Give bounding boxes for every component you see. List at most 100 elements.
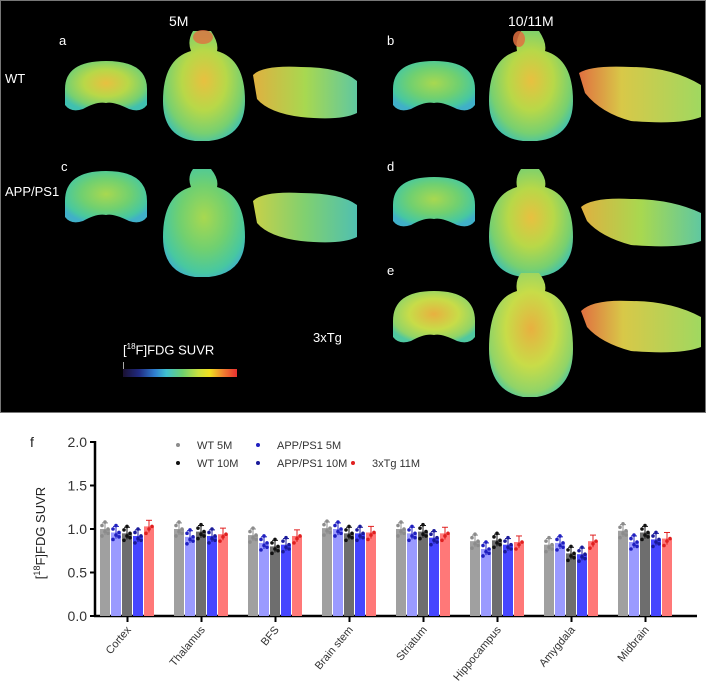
data-point (662, 543, 666, 548)
data-point (196, 536, 200, 541)
data-point (618, 535, 622, 540)
data-point (174, 534, 178, 538)
data-point (103, 520, 107, 524)
data-point (328, 526, 332, 530)
bar (185, 536, 195, 616)
data-point (188, 537, 192, 542)
data-point (618, 525, 622, 530)
data-point (210, 527, 214, 531)
data-point (635, 540, 639, 544)
data-point (484, 540, 488, 544)
data-point (432, 538, 436, 543)
data-point (196, 526, 200, 530)
data-point (325, 528, 329, 533)
data-point (561, 545, 565, 550)
data-point (492, 545, 496, 550)
data-point (621, 531, 625, 536)
data-point (421, 522, 425, 527)
data-point (476, 543, 480, 548)
data-point (577, 548, 581, 553)
brain-coronal-3xtg-11m (393, 291, 475, 343)
bar (174, 529, 184, 616)
data-point (547, 545, 551, 550)
data-point (117, 530, 121, 535)
data-point (632, 542, 636, 547)
data-point (643, 533, 647, 537)
data-point (498, 542, 502, 547)
data-point (136, 527, 140, 531)
data-point (470, 546, 474, 550)
data-point (281, 549, 285, 554)
data-point (372, 530, 376, 535)
data-point (429, 532, 433, 537)
data-point (133, 541, 137, 545)
panel-letter-b: b (387, 33, 395, 48)
data-point (100, 523, 104, 528)
data-point (284, 535, 288, 540)
brain-coronal-app-ps1-5m (65, 171, 147, 223)
data-point (347, 534, 351, 538)
data-point (270, 551, 274, 556)
y-tick-label: 1.0 (68, 521, 88, 537)
data-point (265, 545, 269, 550)
data-point (544, 539, 548, 543)
data-point (624, 533, 628, 537)
data-point (325, 519, 329, 523)
data-point (191, 535, 195, 539)
bar-chart: f 0.0 0.5 1.0 1.5 2.0 [18F]FDG SUVR Cortex Thala… (0, 413, 708, 683)
data-point (265, 541, 269, 545)
data-point (492, 535, 496, 539)
data-point (361, 531, 365, 536)
panel-letter-e: e (387, 263, 395, 278)
brain-axial-app-ps1-10m (489, 169, 573, 277)
data-point (583, 552, 587, 557)
data-point (174, 523, 178, 528)
brain-sagittal-app-ps1-10m (581, 198, 701, 247)
data-point (643, 523, 647, 528)
data-point (410, 534, 414, 538)
data-point (358, 534, 362, 538)
legend-label: APP/PS1 5M (277, 440, 341, 452)
y-tick-label: 1.5 (68, 478, 88, 494)
x-tick-label: Amygdala (537, 624, 578, 670)
data-point (344, 528, 348, 532)
data-point (114, 523, 118, 528)
data-point (202, 529, 206, 534)
data-point (287, 547, 291, 551)
data-point (413, 531, 417, 536)
x-tick-label: Midbrain (615, 624, 651, 664)
data-point (199, 532, 203, 537)
data-point (440, 538, 444, 543)
data-point (558, 543, 562, 548)
panel-letter-f: f (30, 434, 34, 450)
x-tick-label: Thalamus (168, 624, 209, 669)
data-point (111, 537, 115, 542)
data-point (180, 527, 184, 531)
data-point (180, 531, 184, 536)
data-point (188, 528, 192, 532)
data-point (635, 544, 639, 549)
data-point (251, 526, 255, 530)
data-point (588, 546, 592, 550)
data-point (185, 541, 189, 546)
data-point (646, 535, 650, 539)
legend-marker (256, 443, 260, 447)
data-point (640, 537, 644, 542)
bar (481, 549, 491, 616)
data-point (473, 541, 477, 546)
data-point (125, 534, 129, 538)
bar (544, 544, 554, 616)
bar (566, 553, 576, 616)
data-point (191, 539, 195, 543)
data-point (100, 534, 104, 538)
legend-marker (176, 461, 180, 465)
data-point (506, 545, 510, 550)
bar (344, 533, 354, 616)
data-point (336, 520, 340, 524)
bar (429, 537, 439, 616)
data-point (402, 527, 406, 531)
data-point (481, 554, 485, 558)
pet-image-panel: 5M 10/11M WT APP/PS1 3xTg a b c d e (0, 0, 706, 413)
data-point (476, 539, 480, 543)
data-point (470, 535, 474, 540)
